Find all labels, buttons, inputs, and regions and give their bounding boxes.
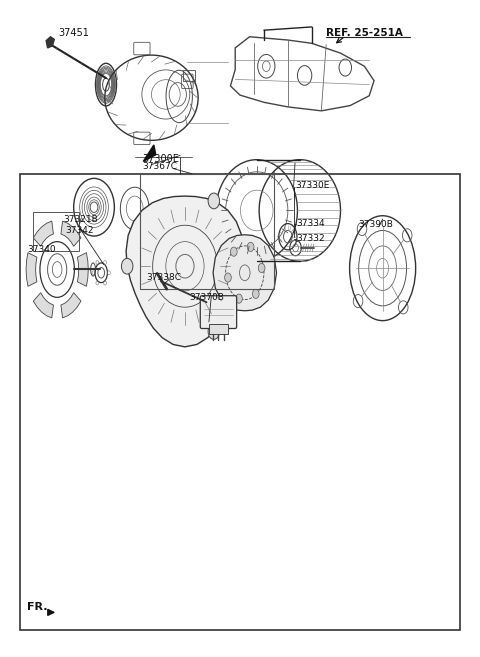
Text: 37390B: 37390B (359, 220, 394, 229)
Bar (209, 324, 228, 334)
Circle shape (225, 273, 231, 282)
Text: 37300E: 37300E (143, 154, 180, 164)
Circle shape (247, 242, 254, 252)
Circle shape (252, 289, 259, 298)
Polygon shape (46, 37, 54, 48)
Circle shape (208, 193, 219, 209)
Text: FR.: FR. (27, 602, 48, 612)
Polygon shape (61, 221, 81, 246)
Bar (141, 173, 275, 288)
Circle shape (121, 258, 133, 274)
Circle shape (236, 294, 242, 304)
Polygon shape (26, 253, 37, 286)
Polygon shape (33, 292, 53, 318)
Text: 37370B: 37370B (190, 292, 225, 302)
Polygon shape (33, 221, 53, 246)
Text: 37342: 37342 (65, 225, 94, 235)
Polygon shape (126, 196, 244, 347)
Bar (20, 174, 460, 630)
Text: 37321B: 37321B (63, 215, 97, 224)
Text: 37340: 37340 (27, 245, 56, 254)
Bar (182, 70, 194, 81)
Text: 37338C: 37338C (147, 273, 181, 282)
Bar (33, 212, 79, 251)
FancyBboxPatch shape (200, 296, 237, 328)
Polygon shape (144, 145, 156, 162)
Text: 37330E: 37330E (295, 181, 329, 190)
Polygon shape (213, 235, 276, 311)
Text: 37334: 37334 (297, 219, 325, 228)
Polygon shape (61, 292, 81, 318)
Circle shape (258, 263, 265, 273)
Text: REF. 25-251A: REF. 25-251A (326, 28, 403, 38)
Circle shape (230, 247, 237, 256)
Text: 37367C: 37367C (142, 162, 177, 171)
Text: 37332: 37332 (297, 234, 325, 243)
Text: 37451: 37451 (58, 28, 89, 39)
Polygon shape (77, 253, 88, 286)
Circle shape (208, 324, 219, 340)
